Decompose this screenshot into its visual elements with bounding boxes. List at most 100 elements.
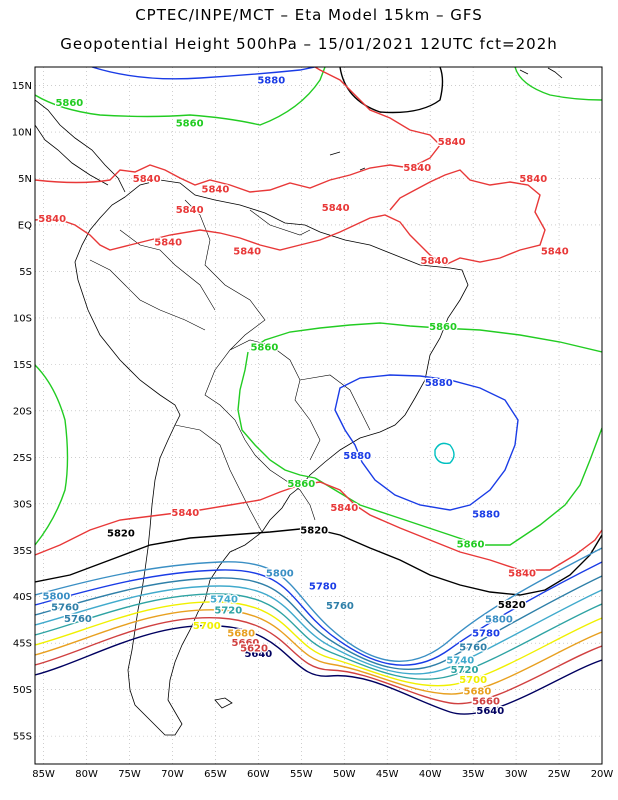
south-america-coast	[74, 179, 469, 736]
contour-label: 5700	[459, 675, 487, 686]
lon-label: 55W	[290, 769, 313, 780]
contour-5840-south	[35, 481, 602, 571]
map-subtitle: Geopotential Height 500hPa – 15/01/2021 …	[60, 35, 558, 53]
lon-label: 60W	[247, 769, 270, 780]
longitude-labels: 85W 80W 75W 70W 65W 60W 55W 50W 45W 40W 35W 30W 25W 2…	[32, 769, 613, 780]
contour-label: 5840	[421, 256, 449, 267]
contour-5820	[35, 527, 602, 596]
contour-label: 5860	[429, 322, 457, 333]
contour-5700	[35, 601, 602, 687]
contour-label: 5840	[438, 137, 466, 148]
contour-5860-middle	[35, 322, 602, 546]
contour-5880-south	[334, 374, 519, 511]
lat-label: 15S	[13, 360, 32, 371]
contour-label: 5860	[55, 98, 83, 109]
contour-label: 5780	[309, 581, 337, 592]
contour-label: 5660	[232, 638, 260, 649]
contour-5780	[35, 561, 602, 666]
lat-label: 15N	[12, 81, 32, 92]
contour-label: 5860	[250, 342, 278, 353]
contour-label: 5840	[154, 237, 182, 248]
contour-label: 5840	[508, 568, 536, 579]
lon-label: 30W	[505, 769, 528, 780]
contour-label: 5760	[326, 601, 354, 612]
map-title: CPTEC/INPE/MCT – Eta Model 15km – GFS	[135, 6, 483, 24]
contour-label: 5840	[403, 163, 431, 174]
contour-label: 5840	[171, 508, 199, 519]
contour-label: 5800	[266, 568, 294, 579]
contour-label: 5640	[244, 649, 272, 660]
contour-label: 5880	[472, 510, 500, 521]
lon-label: 35W	[462, 769, 485, 780]
lon-label: 70W	[161, 769, 184, 780]
lat-label: 30S	[13, 499, 32, 510]
contour-label: 5880	[425, 378, 453, 389]
contour-label: 5840	[330, 503, 358, 514]
contour-label: 5800	[485, 615, 513, 626]
contour-label: 5840	[541, 247, 569, 258]
contour-label: 5820	[300, 526, 328, 537]
contour-label: 5840	[176, 205, 204, 216]
lat-label: 10S	[13, 313, 32, 324]
contour-label: 5760	[51, 603, 79, 614]
lat-label: 35S	[13, 546, 32, 557]
lon-label: 85W	[32, 769, 55, 780]
contour-5680	[35, 609, 602, 695]
contour-label: 5660	[472, 697, 500, 708]
contour-label: 5740	[210, 594, 238, 605]
contour-label: 5800	[43, 592, 71, 603]
lat-label: 40S	[13, 592, 32, 603]
caribbean-islands	[329, 67, 563, 171]
country-borders	[89, 199, 371, 533]
coastlines	[35, 67, 563, 736]
contour-5840-north	[35, 67, 546, 266]
contour-5760	[35, 575, 602, 671]
contour-5860-north	[35, 67, 602, 126]
contour-label: 5760	[64, 614, 92, 625]
contour-label: 5880	[343, 451, 371, 462]
contour-label: 5680	[227, 629, 255, 640]
central-america-coast	[35, 99, 126, 193]
contour-labels: 5880 5860 5860 5840 5840 5840 5840 5840 5840 5840…	[37, 74, 570, 718]
contour-5660	[35, 617, 602, 705]
contours	[35, 67, 602, 715]
contour-5860-south	[314, 427, 602, 546]
lat-label: 5S	[19, 267, 32, 278]
falklands	[214, 697, 233, 709]
contour-label: 5880	[257, 76, 285, 87]
contour-label: 5820	[498, 600, 526, 611]
contour-label: 5780	[472, 629, 500, 640]
contour-label: 5720	[451, 665, 479, 676]
contour-5740	[35, 585, 602, 675]
lon-label: 40W	[419, 769, 442, 780]
contour-5880-north	[91, 67, 316, 80]
contour-label: 5840	[133, 174, 161, 185]
contour-5720	[35, 593, 602, 680]
lat-label: 45S	[13, 639, 32, 650]
lat-label: 5N	[18, 174, 32, 185]
contour-label: 5840	[201, 184, 229, 195]
lon-label: 45W	[376, 769, 399, 780]
lon-label: 50W	[333, 769, 356, 780]
contour-label: 5860	[457, 539, 485, 550]
contour-label: 5720	[214, 605, 242, 616]
contour-label: 5840	[233, 247, 261, 258]
contour-label: 5740	[446, 656, 474, 667]
contour-5880-closed-north	[339, 67, 444, 114]
lat-label: EQ	[18, 220, 32, 231]
lat-label: 55S	[13, 732, 32, 743]
lon-label: 20W	[591, 769, 614, 780]
lat-label: 25S	[13, 453, 32, 464]
lon-label: 80W	[75, 769, 98, 780]
lat-label: 10N	[12, 128, 32, 139]
contour-label: 5840	[519, 174, 547, 185]
contour-label: 5640	[476, 706, 504, 717]
lon-label: 65W	[204, 769, 227, 780]
contour-label: 5620	[240, 644, 268, 655]
lon-label: 75W	[118, 769, 141, 780]
contour-label: 5860	[287, 479, 315, 490]
contour-label: 5840	[38, 214, 66, 225]
lon-label: 25W	[548, 769, 571, 780]
contour-label: 5760	[459, 643, 487, 654]
